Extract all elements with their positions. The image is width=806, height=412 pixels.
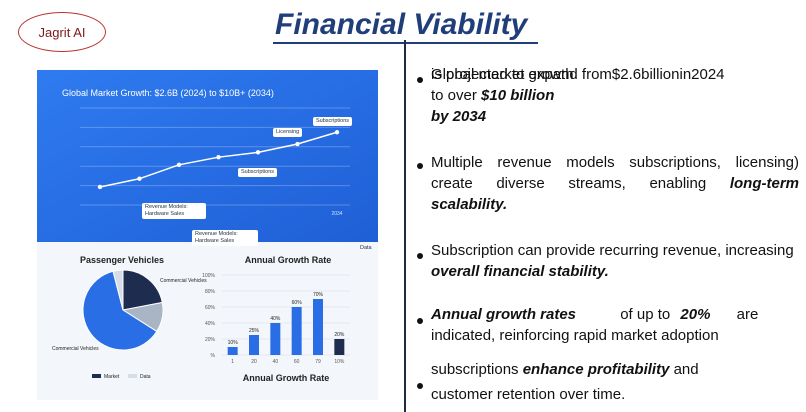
bullet-text: and bbox=[673, 361, 699, 378]
divider bbox=[404, 40, 406, 412]
annotation: Revenue Models: Hardware Sales bbox=[192, 230, 258, 246]
bullet-text: Subscription can provide recurring reven… bbox=[431, 242, 794, 259]
line-panel bbox=[37, 70, 378, 242]
bar-value-label: 40% bbox=[270, 316, 281, 322]
y-tick-label: 80% bbox=[205, 289, 216, 295]
x-tick-label: 2034 bbox=[331, 211, 342, 217]
bullet-text: customer retention over time. bbox=[431, 386, 626, 403]
point bbox=[334, 130, 340, 135]
bullet: subscriptions enhance profitability and … bbox=[431, 357, 803, 407]
bullet-text: enhance profitability bbox=[522, 361, 670, 378]
annotation: Licensing bbox=[273, 128, 303, 137]
point bbox=[97, 184, 103, 190]
pie-title: Passenger Vehicles bbox=[80, 255, 164, 265]
point bbox=[176, 162, 182, 168]
bullet: Multiple revenue models subscriptions, l… bbox=[431, 152, 799, 215]
bullet: Subscription can provide recurring reven… bbox=[431, 240, 803, 282]
bullet: Global market growth is projected to exp… bbox=[431, 64, 801, 127]
x-tick-label: 60 bbox=[294, 359, 300, 365]
point bbox=[137, 176, 142, 181]
bullet-dot bbox=[417, 383, 423, 389]
bullet-text: by 2034 bbox=[431, 108, 487, 125]
y-tick-label: 20% bbox=[205, 337, 216, 343]
legend-label: Data bbox=[140, 374, 151, 380]
bullet-text: indicated, reinforcing rapid market adop… bbox=[431, 327, 719, 344]
bar-value-label: 70% bbox=[313, 292, 324, 298]
pie-slice bbox=[122, 269, 163, 311]
bullet-text: subscriptions bbox=[431, 361, 519, 378]
line-title: Global Market Growth: $2.6B (2024) to $1… bbox=[62, 88, 274, 98]
logo: Jagrit AI bbox=[18, 12, 106, 52]
bullet-dot bbox=[417, 77, 423, 83]
x-tick-label: 20 bbox=[251, 359, 257, 365]
annotation: Subscriptions bbox=[238, 168, 278, 177]
legend-label: Market bbox=[104, 374, 120, 380]
pie-slice bbox=[112, 269, 124, 311]
point bbox=[216, 154, 221, 160]
bullet-text: Annual growth rates bbox=[431, 306, 577, 323]
bar bbox=[227, 347, 238, 355]
bullet-text: long-term scalability. bbox=[431, 175, 799, 213]
pie-slice bbox=[82, 270, 158, 351]
title: Financial Viability bbox=[275, 8, 528, 41]
annotation: Subscriptions bbox=[313, 117, 353, 126]
bullet-text: 20% bbox=[680, 306, 711, 323]
bullet-text: of up to bbox=[620, 306, 671, 323]
y-tick-label: 100% bbox=[202, 273, 215, 279]
bullet-text: Global market growth bbox=[431, 66, 574, 83]
bullet-dot bbox=[417, 163, 423, 169]
x-tick-label: 10% bbox=[334, 359, 345, 365]
bullet-text: Multiple revenue models subscriptions, l… bbox=[431, 154, 799, 192]
bar bbox=[313, 299, 323, 355]
bullet-text: overall financial stability. bbox=[431, 263, 609, 280]
bar bbox=[270, 323, 281, 355]
annotation: Revenue Models: Hardware Sales bbox=[142, 203, 206, 219]
bar-value-label: 10% bbox=[228, 340, 239, 346]
bullet-dot bbox=[417, 253, 423, 259]
bullet-text: are bbox=[736, 306, 759, 323]
bullet: Annual growth rates of up to 20% are ind… bbox=[431, 304, 803, 346]
bar-title: Annual Growth Rate bbox=[245, 255, 332, 265]
x-tick-label: 1 bbox=[231, 359, 234, 365]
bullet-dot bbox=[417, 318, 423, 324]
point bbox=[295, 141, 300, 147]
bar-x-label: Annual Growth Rate bbox=[243, 373, 330, 383]
bar-value-label: 60% bbox=[292, 300, 303, 306]
y-tick-label: 60% bbox=[205, 305, 216, 311]
x-tick-label: 40 bbox=[273, 359, 279, 365]
y-tick-label: 40% bbox=[205, 321, 216, 327]
legend-swatch bbox=[128, 374, 137, 378]
bar bbox=[249, 335, 259, 355]
point bbox=[255, 150, 261, 155]
annotation: Data bbox=[360, 245, 372, 251]
legend-swatch bbox=[92, 374, 101, 378]
y-tick-label: % bbox=[211, 353, 216, 359]
bar-value-label: 25% bbox=[249, 328, 260, 334]
bar bbox=[334, 339, 345, 355]
bar bbox=[291, 307, 302, 355]
bullet-text: $10 billion bbox=[481, 87, 555, 104]
pie-label: Commercial Vehicles bbox=[52, 346, 99, 352]
bullet-text: to over bbox=[431, 87, 477, 104]
bullet-text: is projected to expand from$2.6billionin… bbox=[431, 66, 725, 83]
pie-label: Commercial Vehicles bbox=[160, 278, 207, 284]
x-tick-label: 79 bbox=[315, 359, 321, 365]
bar-value-label: 20% bbox=[334, 332, 345, 338]
